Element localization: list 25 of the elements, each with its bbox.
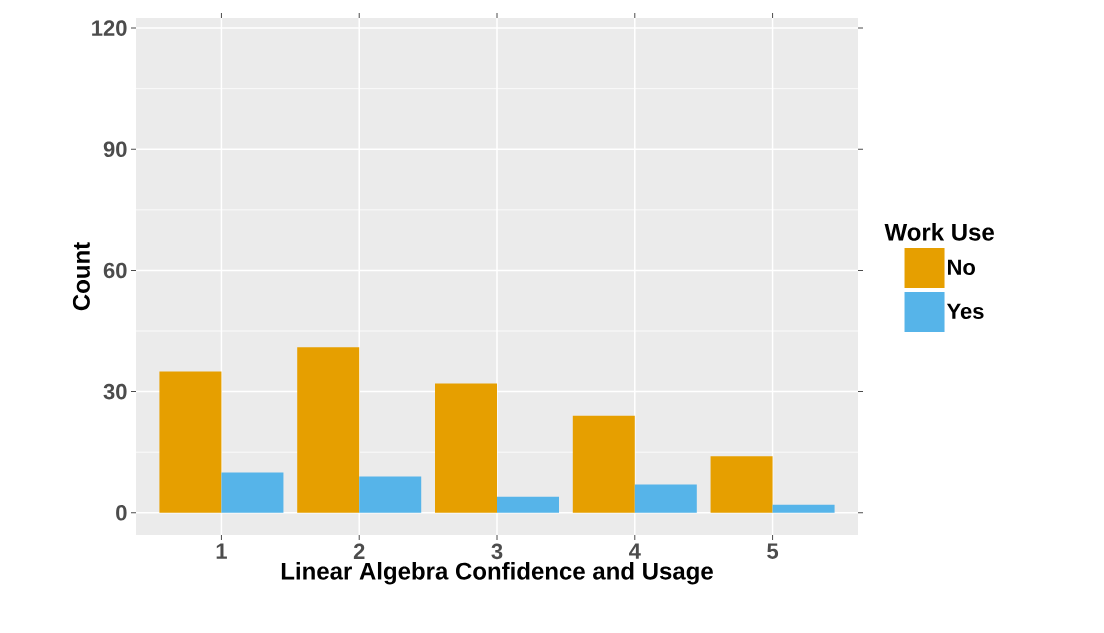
y-tick-label: 120 [92, 20, 127, 36]
y-tick-label: 90 [103, 141, 127, 158]
legend-title: Work Use [884, 223, 994, 241]
x-tick-label: 1 [216, 543, 227, 559]
bar [159, 371, 222, 513]
bar [634, 484, 697, 513]
x-axis-title: Linear Algebra Confidence and Usage [281, 562, 713, 585]
y-tick-label: 30 [103, 383, 127, 400]
y-tick-label: 0 [116, 504, 127, 521]
legend-label: Yes [946, 303, 984, 319]
y-axis-title: Count [72, 242, 90, 311]
bar [710, 456, 773, 513]
x-tick-label: 3 [491, 543, 503, 560]
x-tick-label: 4 [629, 543, 641, 559]
bar [435, 383, 498, 513]
legend-label: No [948, 259, 975, 275]
bar [772, 504, 835, 513]
x-tick-label: 2 [353, 543, 365, 559]
y-tick-label: 60 [103, 262, 127, 279]
bar [497, 496, 560, 513]
bar [359, 476, 422, 513]
x-tick-label: 5 [767, 543, 779, 559]
bar [221, 472, 284, 513]
bar [297, 347, 360, 513]
bar [572, 415, 635, 513]
